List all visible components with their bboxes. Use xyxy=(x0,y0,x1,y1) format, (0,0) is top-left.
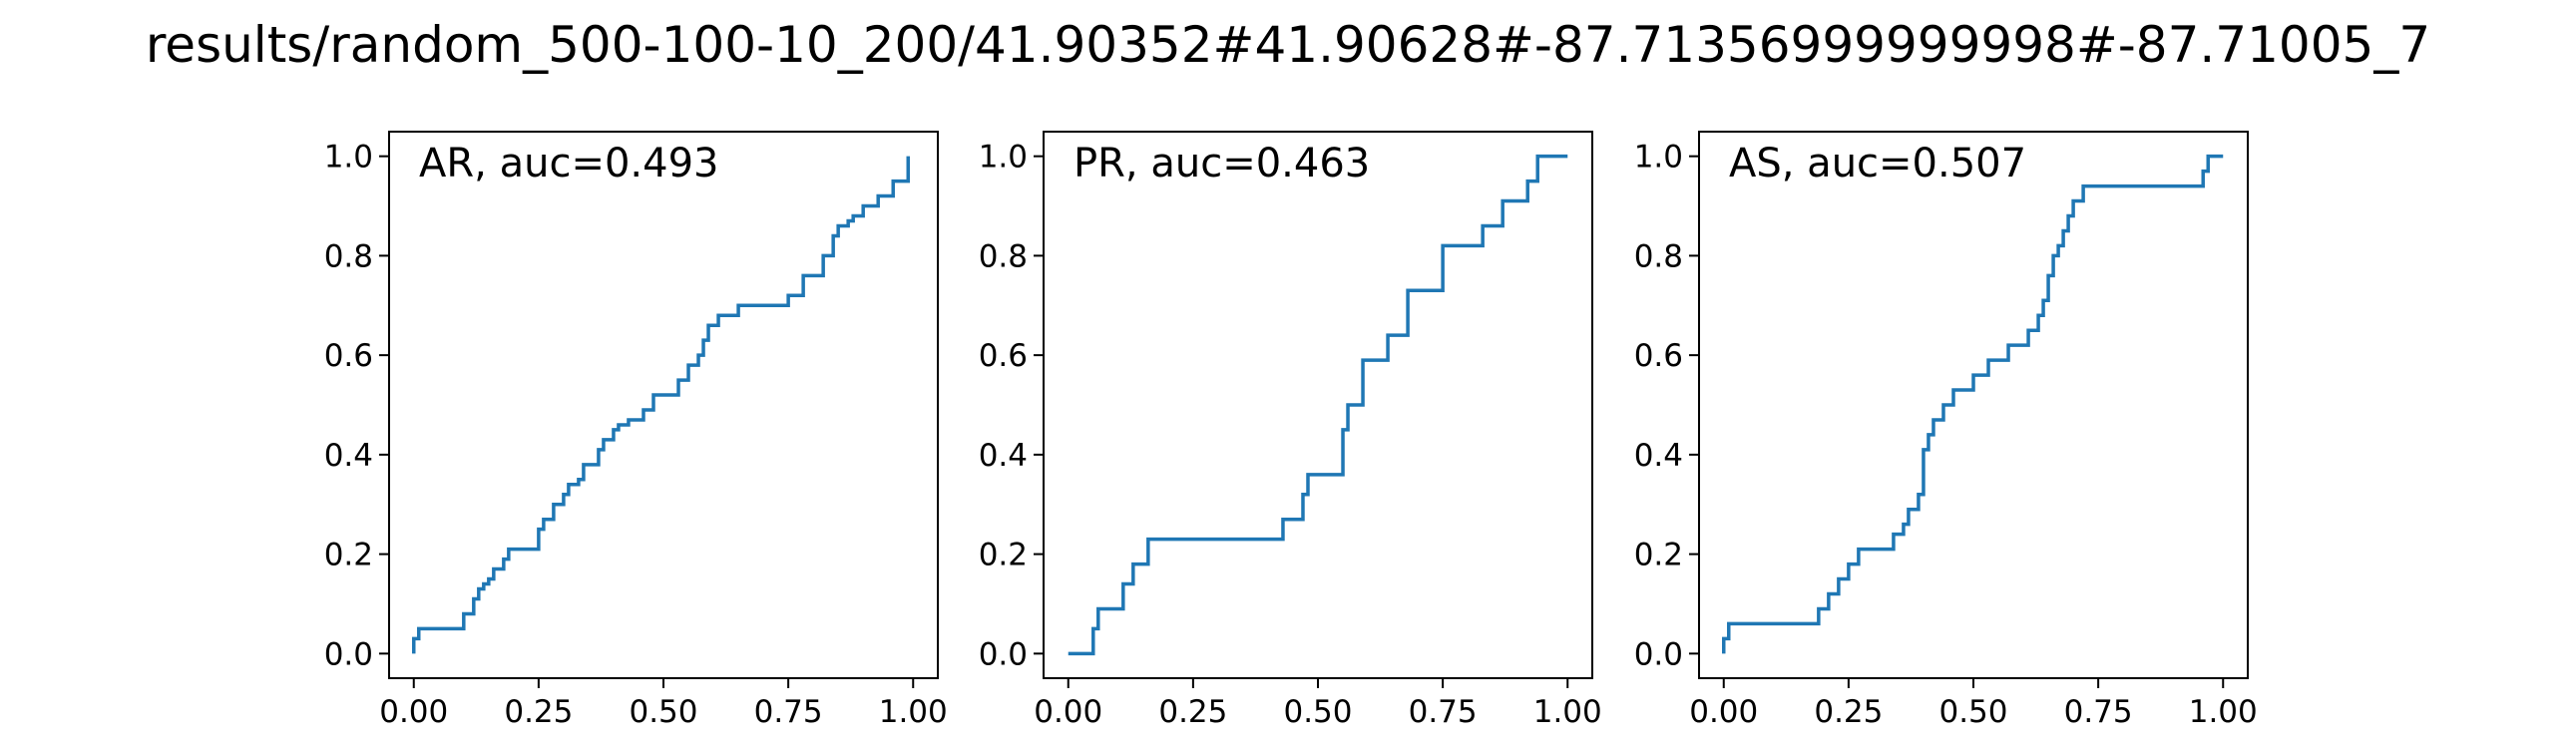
y-tick-label: 0.8 xyxy=(324,238,373,274)
panels: 0.00 0.25 0.50 0.75 1.00 0.0 0.2 0.4 0.6 0.8 1.0 AR… xyxy=(324,131,2258,730)
x-tick-label: 0.25 xyxy=(504,694,573,730)
series-line-1 xyxy=(412,156,910,654)
x-tick-label: 1.00 xyxy=(2189,694,2258,730)
x-tick-label: 0.50 xyxy=(1938,694,2007,730)
y-tick-label: 1.0 xyxy=(1634,140,1683,176)
x-tick-label: 0.50 xyxy=(629,694,697,730)
x-tick-label: 0.75 xyxy=(754,694,823,730)
chart-title: PR, auc=0.463 xyxy=(1073,141,1370,187)
y-tick-label: 0.0 xyxy=(979,636,1028,672)
x-tick-label: 0.25 xyxy=(1814,694,1883,730)
x-tick-label: 1.00 xyxy=(879,694,948,730)
x-tick-label: 0.00 xyxy=(379,694,448,730)
series-line-1 xyxy=(1068,154,1568,656)
y-tick-label: 0.6 xyxy=(324,338,373,374)
y-tick-label: 0.4 xyxy=(979,438,1028,474)
y-tick-label: 0.4 xyxy=(1634,438,1683,474)
y-tick-label: 0.0 xyxy=(324,636,373,672)
y-tick-label: 1.0 xyxy=(324,140,373,176)
y-tick-label: 0.6 xyxy=(979,338,1028,374)
y-tick-label: 1.0 xyxy=(979,140,1028,176)
chart-panel-1: 0.00 0.25 0.50 0.75 1.00 0.0 0.2 0.4 0.6 0.8 1.0 AR… xyxy=(324,131,948,730)
chart-panel-3: 0.00 0.25 0.50 0.75 1.00 0.0 0.2 0.4 0.6 0.8 1.0 AS… xyxy=(1634,131,2258,730)
y-tick-label: 0.2 xyxy=(1634,538,1683,573)
y-tick-label: 0.2 xyxy=(324,538,373,573)
chart-title: AS, auc=0.507 xyxy=(1729,141,2026,187)
x-tick-label: 0.75 xyxy=(2064,694,2133,730)
y-tick-label: 0.4 xyxy=(324,438,373,474)
x-tick-label: 0.00 xyxy=(1689,694,1758,730)
x-tick-label: 0.00 xyxy=(1034,694,1102,730)
chart-title: AR, auc=0.493 xyxy=(419,141,718,187)
y-tick-label: 0.8 xyxy=(1634,238,1683,274)
y-tick-label: 0.8 xyxy=(979,238,1028,274)
x-tick-label: 0.50 xyxy=(1283,694,1352,730)
y-tick-label: 0.6 xyxy=(1634,338,1683,374)
y-tick-label: 0.0 xyxy=(1634,636,1683,672)
x-tick-label: 0.75 xyxy=(1409,694,1478,730)
y-tick-label: 0.2 xyxy=(979,538,1028,573)
series-line-1 xyxy=(1722,154,2224,654)
x-tick-label: 0.25 xyxy=(1158,694,1227,730)
x-tick-label: 1.00 xyxy=(1533,694,1602,730)
chart-panel-2: 0.00 0.25 0.50 0.75 1.00 0.0 0.2 0.4 0.6 0.8 1.0 PR… xyxy=(979,131,1602,730)
figure-suptitle: results/random_500-100-10_200/41.90352#4… xyxy=(146,16,2430,74)
